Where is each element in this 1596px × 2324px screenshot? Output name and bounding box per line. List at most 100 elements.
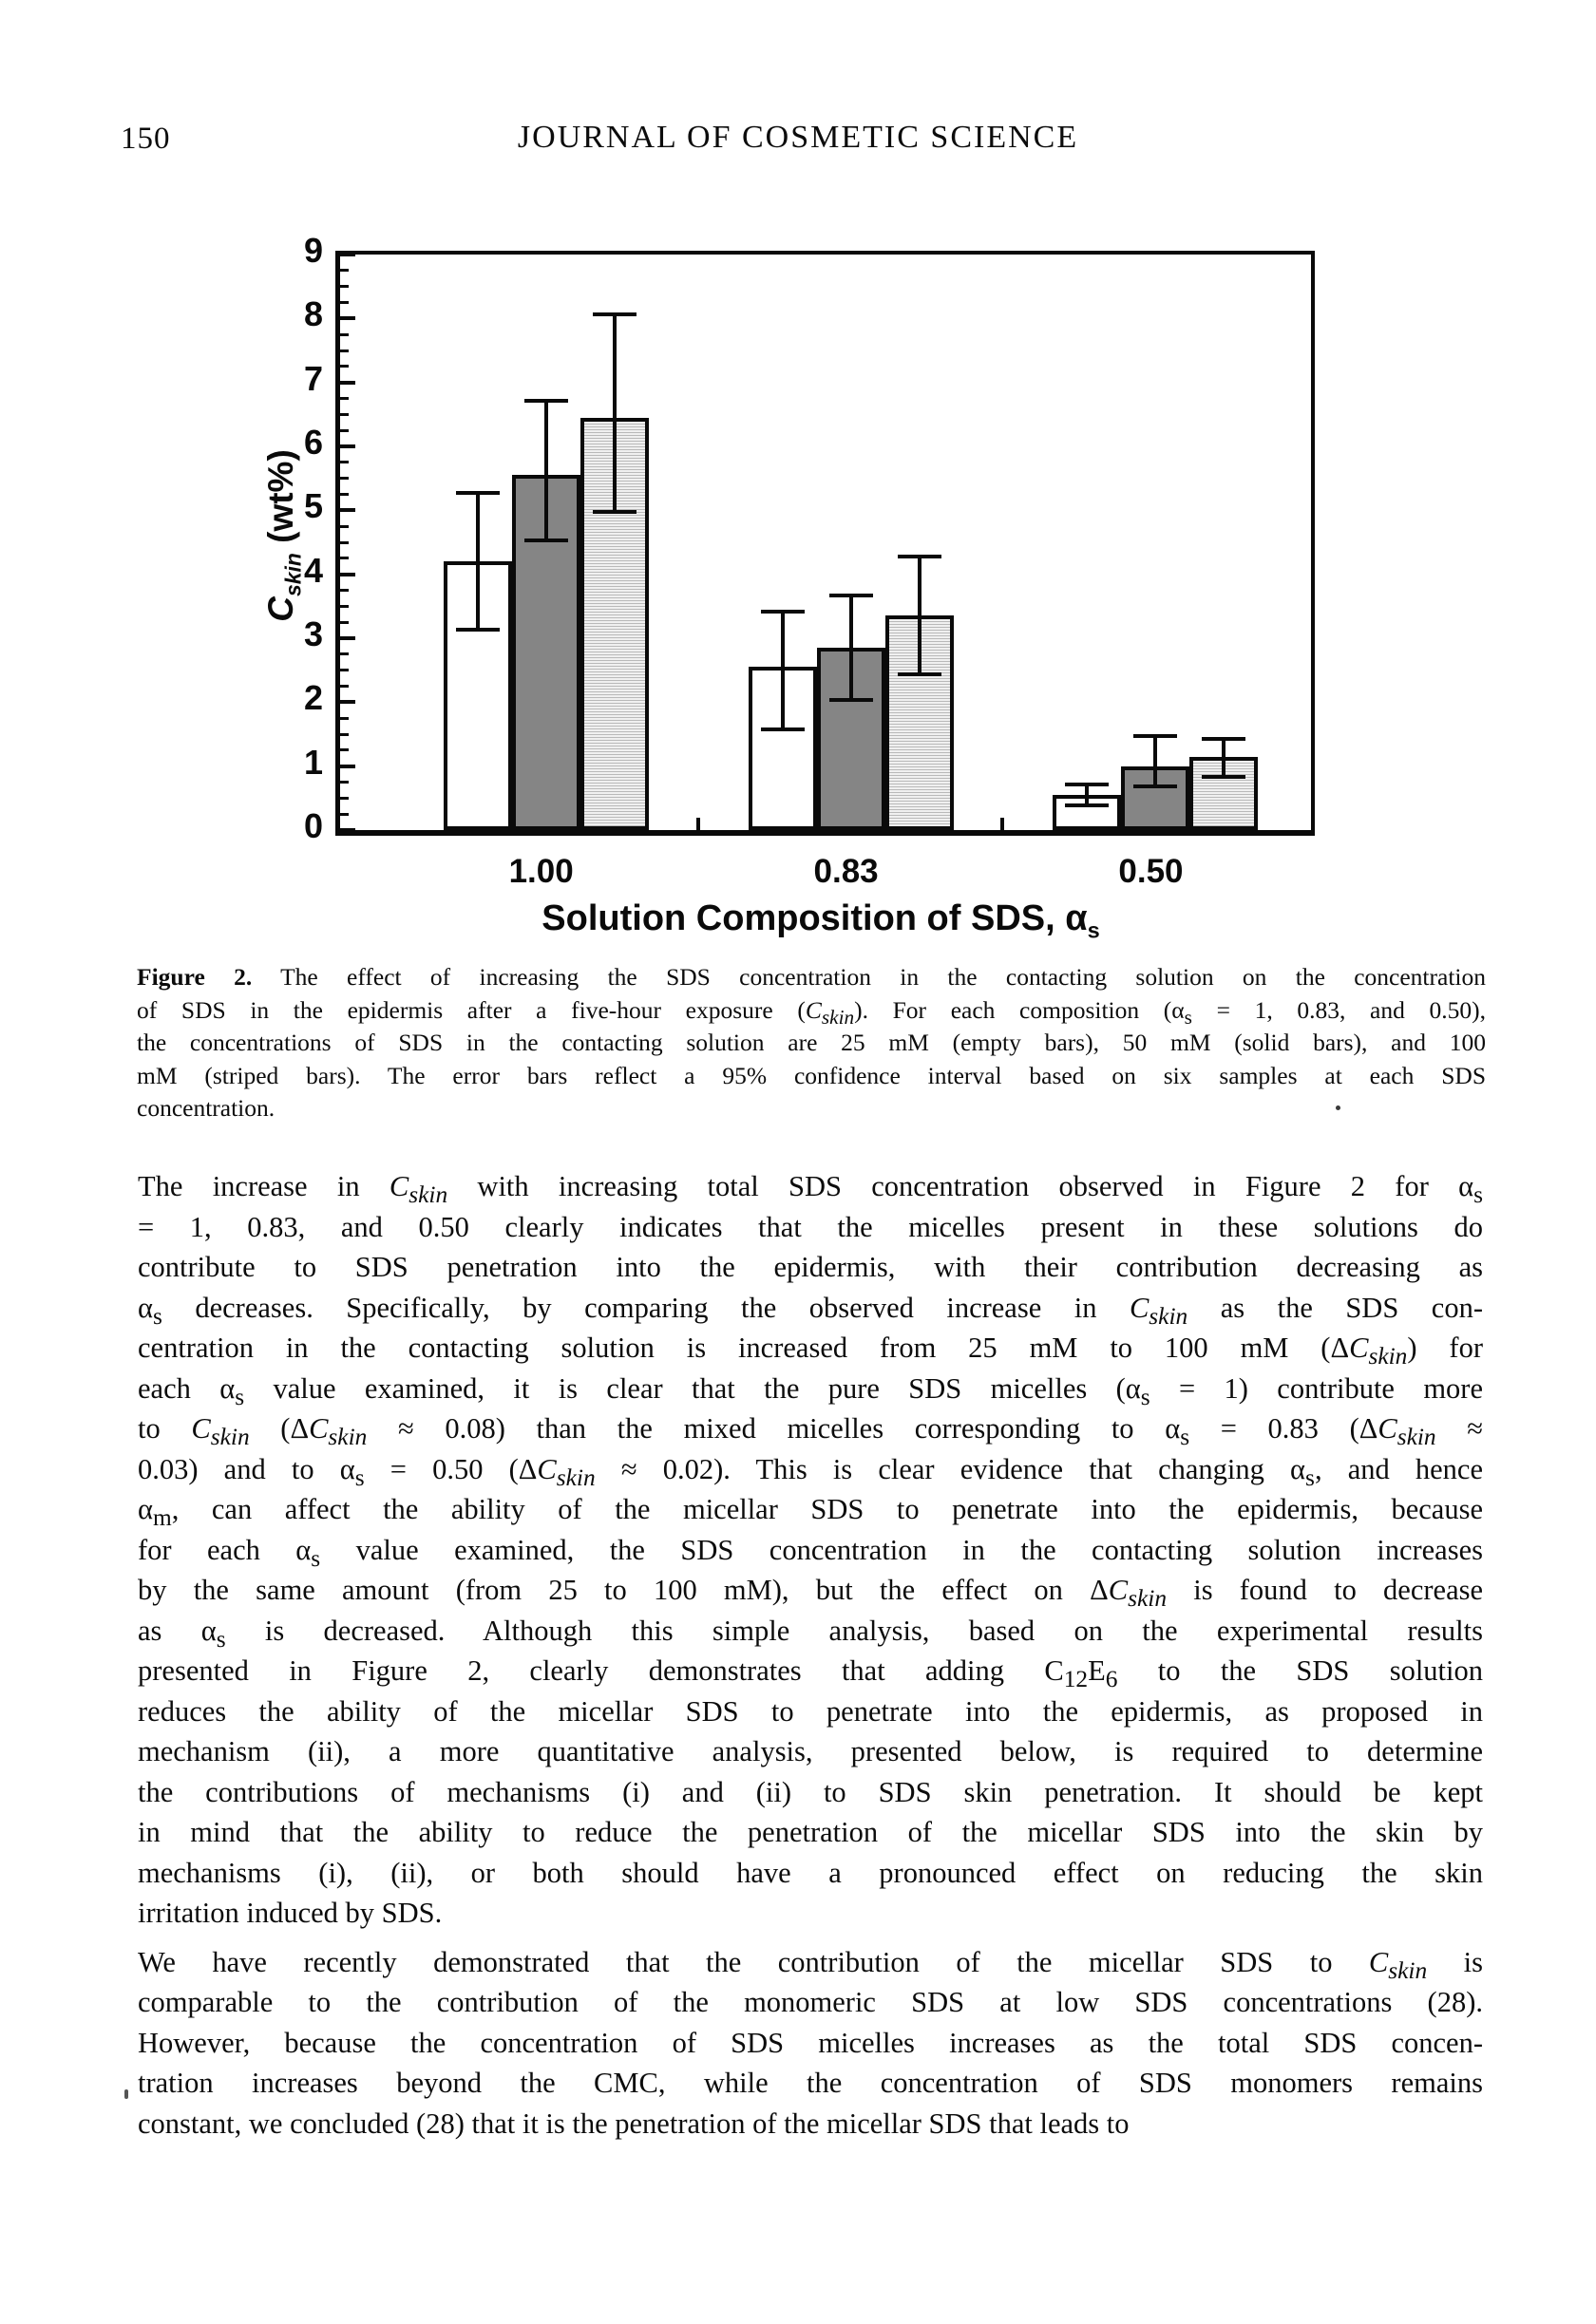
- error-bar-cap-top: [828, 593, 873, 597]
- error-bar-cap-bottom: [897, 672, 941, 677]
- y-major-tick: [340, 316, 355, 321]
- error-bar-line: [780, 609, 785, 731]
- y-minor-tick: [340, 285, 349, 289]
- y-minor-tick: [340, 604, 349, 608]
- body-line: mechanism (ii), a more quantitative anal…: [138, 1735, 1483, 1767]
- y-axis-tick-label: 6: [303, 423, 323, 462]
- x-axis-category-label: 0.83: [813, 853, 879, 890]
- error-bar-cap-top: [523, 398, 568, 403]
- body-line: The increase in Cskin with increasing to…: [138, 1170, 1484, 1209]
- body-text: The increase in Cskin with increasing to…: [138, 1166, 1483, 2144]
- error-bar-cap-bottom: [1133, 784, 1178, 789]
- body-line: reduces the ability of the micellar SDS …: [138, 1694, 1483, 1728]
- bar-solid-0.50: [1121, 765, 1190, 830]
- body-line: each αs value examined, it is clear that…: [138, 1371, 1483, 1410]
- error-bar-cap-bottom: [1202, 775, 1246, 780]
- error-bar-line: [475, 491, 480, 633]
- body-line: mechanisms (i), (ii), or both should hav…: [138, 1856, 1483, 1889]
- error-bar-line: [1222, 737, 1226, 780]
- error-bar-cap-top: [760, 609, 805, 614]
- error-bar-striped-1.00: [592, 312, 636, 514]
- body-line: We have recently demonstrated that the c…: [138, 1945, 1484, 1984]
- figure-caption: Figure 2. The effect of increasing the S…: [137, 961, 1486, 1125]
- y-axis-tick-label: 0: [303, 806, 323, 845]
- y-axis-tick-label: 1: [303, 742, 323, 782]
- y-axis-tick-label: 2: [303, 678, 323, 718]
- y-axis-tick-label: 8: [303, 294, 323, 334]
- caption-line: the concentrations of SDS in the contact…: [137, 1029, 1486, 1056]
- x-axis-category-label: 1.00: [508, 853, 574, 890]
- error-bar-empty-0.50: [1065, 782, 1110, 808]
- error-bar-line: [543, 398, 548, 542]
- caption-line: mM (striped bars). The error bars reflec…: [137, 1061, 1486, 1089]
- y-major-tick: [340, 508, 355, 513]
- error-bar-cap-bottom: [592, 509, 636, 514]
- figure-2-chart: Cskin (wt%) Solution Composition of SDS,…: [243, 232, 1355, 967]
- body-line: comparable to the contribution of the mo…: [138, 1986, 1483, 2018]
- y-major-tick: [340, 700, 355, 705]
- y-major-tick: [340, 636, 355, 640]
- y-axis-tick-label: 3: [303, 614, 323, 653]
- body-line: constant, we concluded (28) that it is t…: [138, 2107, 1130, 2140]
- error-bar-cap-bottom: [523, 538, 568, 542]
- error-bar-cap-bottom: [455, 628, 500, 633]
- bar-solid-0.83: [816, 648, 885, 830]
- y-minor-tick: [340, 477, 349, 481]
- x-axis-tick: [696, 818, 701, 830]
- body-line: in mind that the ability to reduce the p…: [138, 1816, 1483, 1848]
- y-minor-tick: [340, 493, 349, 496]
- error-bar-cap-top: [592, 312, 636, 316]
- y-minor-tick: [340, 412, 349, 416]
- body-line: 0.03) and to αs = 0.50 (ΔCskin ≈ 0.02). …: [138, 1452, 1484, 1491]
- x-axis-title: Solution Composition of SDS, αs: [542, 898, 1100, 943]
- y-minor-tick: [340, 812, 349, 816]
- error-bar-cap-bottom: [760, 727, 805, 731]
- y-major-tick: [340, 380, 355, 385]
- y-minor-tick: [340, 748, 349, 752]
- error-bar-cap-top: [455, 491, 500, 496]
- y-major-tick: [340, 572, 355, 576]
- y-major-tick: [340, 764, 355, 768]
- error-bar-cap-top: [897, 555, 941, 559]
- error-bar-line: [612, 312, 617, 514]
- y-minor-tick: [340, 540, 349, 544]
- y-minor-tick: [340, 620, 349, 624]
- error-bar-line: [848, 593, 853, 703]
- y-minor-tick: [340, 269, 349, 273]
- y-minor-tick: [340, 685, 349, 688]
- y-major-tick: [340, 828, 355, 832]
- y-minor-tick: [340, 669, 349, 672]
- error-bar-empty-1.00: [455, 491, 500, 633]
- error-bar-empty-0.83: [760, 609, 805, 731]
- error-bar-cap-top: [1202, 737, 1246, 742]
- error-bar-cap-top: [1065, 782, 1110, 786]
- y-axis-tick-label: 4: [303, 550, 323, 590]
- x-axis-tick: [1000, 818, 1004, 830]
- caption-line: of SDS in the epidermis after a five-hou…: [137, 995, 1486, 1029]
- error-bar-cap-bottom: [828, 698, 873, 703]
- y-minor-tick: [340, 796, 349, 800]
- y-minor-tick: [340, 428, 349, 432]
- y-minor-tick: [340, 781, 349, 784]
- error-bar-cap-bottom: [1065, 803, 1110, 808]
- error-bar-solid-1.00: [523, 398, 568, 542]
- y-axis-label: Cskin (wt%): [261, 449, 306, 622]
- paragraph: We have recently demonstrated that the c…: [138, 1942, 1483, 2145]
- error-bar-line: [917, 555, 922, 677]
- y-minor-tick: [340, 589, 349, 592]
- caption-line: concentration.: [137, 1094, 276, 1122]
- y-minor-tick: [340, 365, 349, 368]
- plot-area: [335, 251, 1315, 836]
- y-major-tick: [340, 253, 355, 256]
- body-line: as αs is decreased. Although this simple…: [138, 1614, 1484, 1653]
- body-line: However, because the concentration of SD…: [138, 2026, 1483, 2059]
- y-minor-tick: [340, 652, 349, 656]
- error-bar-solid-0.50: [1133, 734, 1178, 789]
- y-axis-tick-label: 5: [303, 486, 323, 526]
- body-line: the contributions of mechanisms (i) and …: [138, 1775, 1483, 1808]
- y-minor-tick: [340, 461, 349, 464]
- error-bar-striped-0.50: [1202, 737, 1246, 780]
- error-bar-striped-0.83: [897, 555, 941, 677]
- body-line: αm, can affect the ability of the micell…: [138, 1493, 1483, 1532]
- body-line: αs decreases. Specifically, by comparing…: [138, 1291, 1483, 1330]
